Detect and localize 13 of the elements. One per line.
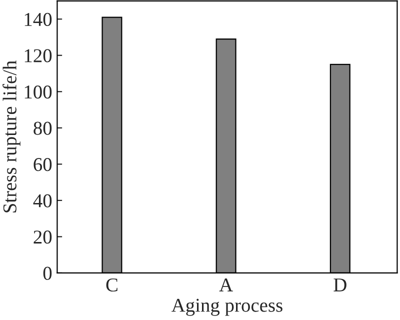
y-tick-label: 120 bbox=[24, 49, 52, 62]
x-tick-label: D bbox=[334, 278, 346, 292]
y-tick-label: 100 bbox=[24, 85, 52, 99]
y-tick-label: 80 bbox=[34, 122, 52, 135]
y-tick-label: 60 bbox=[34, 158, 52, 172]
y-tick-label: 40 bbox=[33, 194, 52, 208]
y-tick-label: 20 bbox=[34, 230, 52, 244]
x-axis-title: Aging process bbox=[171, 298, 282, 316]
y-axis-title: Stress rupture life/h bbox=[2, 60, 20, 212]
x-tick-label: C bbox=[106, 278, 118, 292]
y-tick-label: 0 bbox=[43, 266, 52, 280]
y-tick-label: 140 bbox=[24, 12, 52, 26]
x-tick-label: A bbox=[219, 278, 233, 292]
